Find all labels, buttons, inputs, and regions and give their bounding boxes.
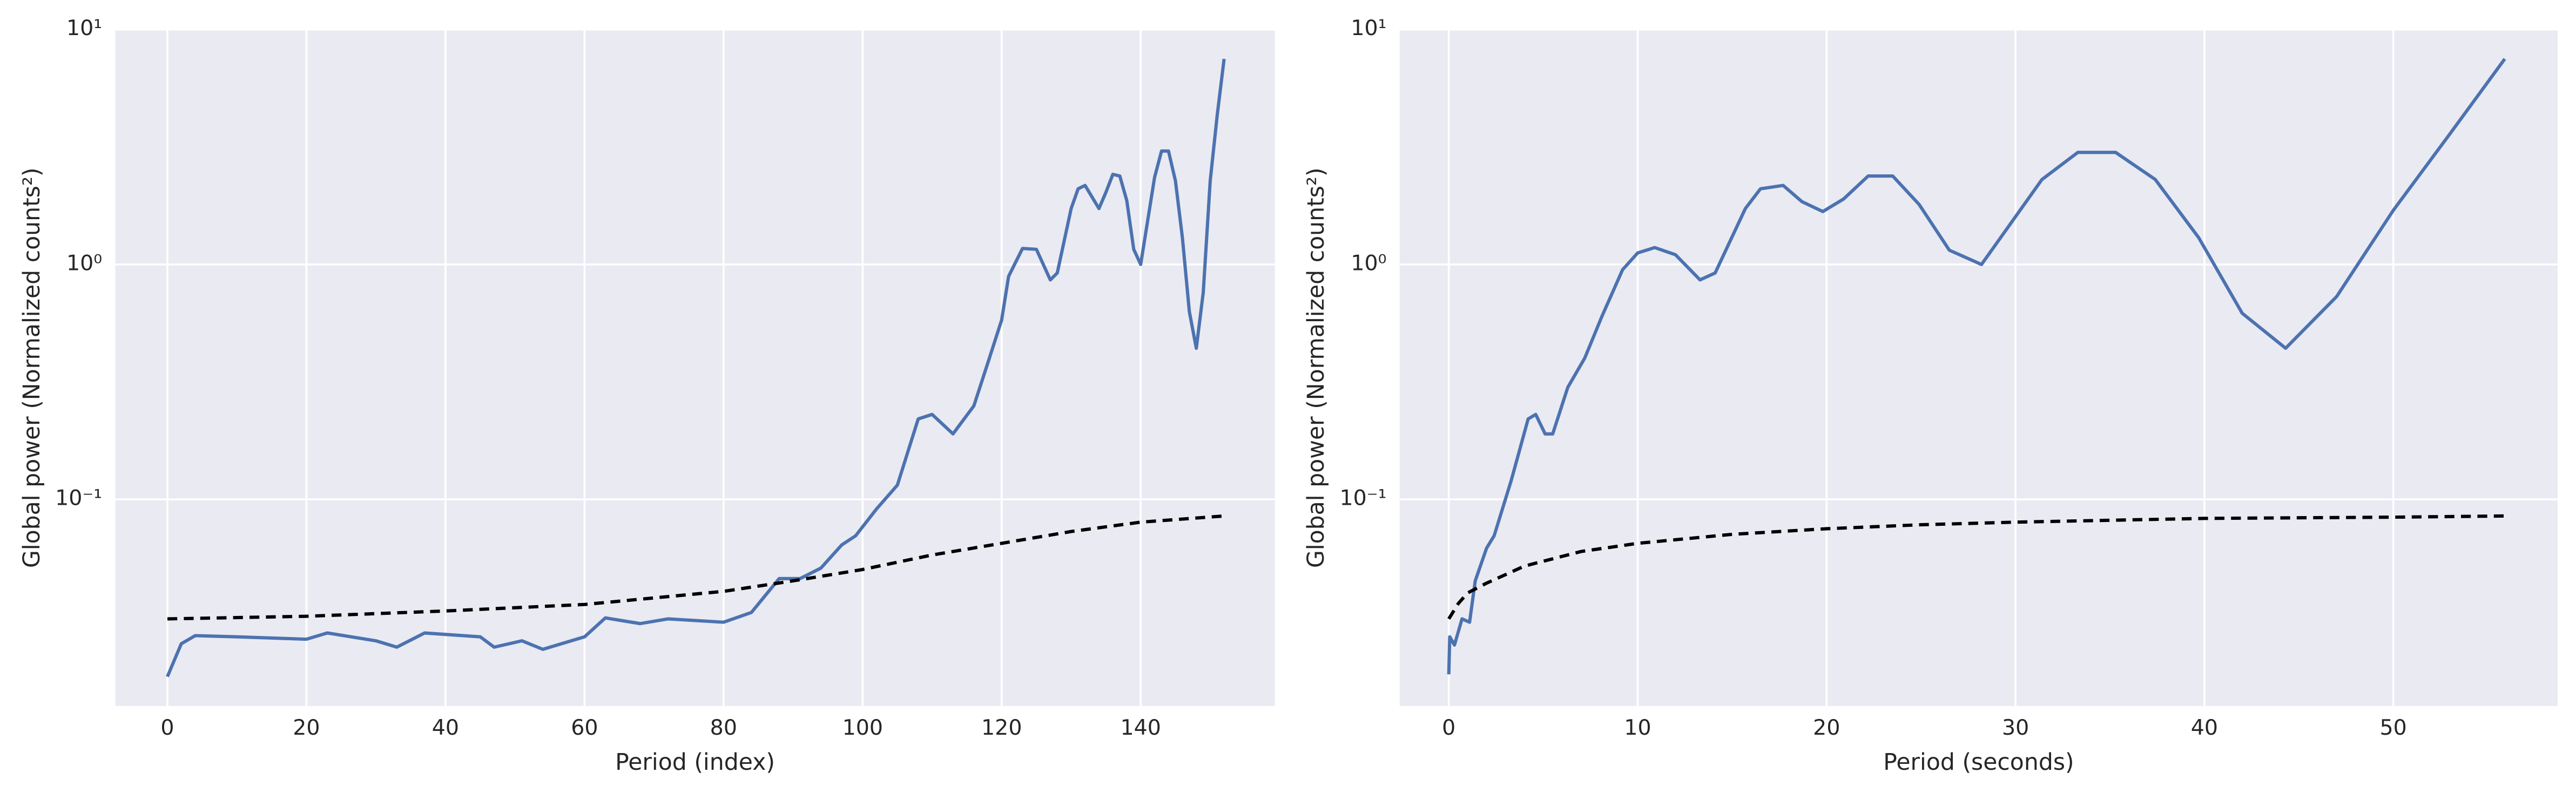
plot-area — [1399, 29, 2558, 706]
x-axis-label: Period (index) — [615, 749, 775, 776]
x-axis-label: Period (seconds) — [1883, 749, 2074, 776]
x-tick-label: 40 — [2191, 715, 2218, 740]
x-tick-label: 60 — [571, 715, 598, 740]
x-tick-label: 0 — [1442, 715, 1455, 740]
y-axis-label: Global power (Normalized counts²) — [1303, 167, 1330, 568]
y-axis-label: Global power (Normalized counts²) — [18, 167, 45, 568]
x-tick-label: 0 — [160, 715, 174, 740]
y-tick-label: 10¹ — [1351, 16, 1386, 40]
y-tick-label: 10⁰ — [1351, 250, 1386, 275]
x-tick-label: 100 — [842, 715, 883, 740]
plot-area — [115, 29, 1275, 706]
y-tick-label: 10⁻¹ — [1340, 486, 1387, 511]
x-tick-label: 120 — [981, 715, 1022, 740]
x-tick-label: 140 — [1120, 715, 1161, 740]
x-tick-label: 20 — [293, 715, 320, 740]
line-series — [166, 58, 1226, 677]
x-tick-label: 40 — [432, 715, 459, 740]
x-tick-label: 20 — [1813, 715, 1840, 740]
y-tick-label: 10⁻¹ — [55, 486, 102, 511]
y-tick-label: 10⁰ — [66, 250, 102, 275]
y-tick-label: 10¹ — [66, 16, 102, 40]
x-tick-label: 50 — [2380, 715, 2407, 740]
line-series — [167, 514, 1224, 621]
x-tick-label: 30 — [2002, 715, 2029, 740]
x-tick-label: 10 — [1624, 715, 1651, 740]
line-series — [1447, 514, 2505, 620]
line-series — [1447, 58, 2506, 675]
x-tick-label: 80 — [710, 715, 737, 740]
